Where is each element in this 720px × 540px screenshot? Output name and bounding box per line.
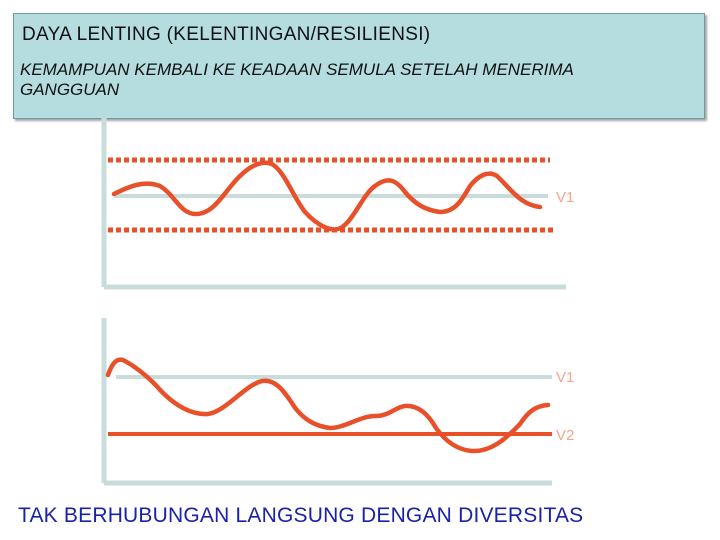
panel-bottom: V1 V2 xyxy=(101,318,574,486)
panel-top: V1 xyxy=(101,118,574,290)
bottom-curve xyxy=(105,357,551,454)
slide-subtitle: KEMAMPUAN KEMBALI KE KEADAAN SEMULA SETE… xyxy=(20,60,574,99)
bottom-v2-label: V2 xyxy=(556,427,574,444)
top-curve xyxy=(111,160,543,232)
footer-statement: TAK BERHUBUNGAN LANGSUNG DENGAN DIVERSIT… xyxy=(18,504,584,527)
top-v1-label: V1 xyxy=(556,189,574,206)
bottom-v1-label: V1 xyxy=(556,369,574,386)
slide-title: DAYA LENTING (KELENTINGAN/RESILIENSI) xyxy=(22,24,431,45)
title-box: DAYA LENTING (KELENTINGAN/RESILIENSI) KE… xyxy=(13,13,705,119)
